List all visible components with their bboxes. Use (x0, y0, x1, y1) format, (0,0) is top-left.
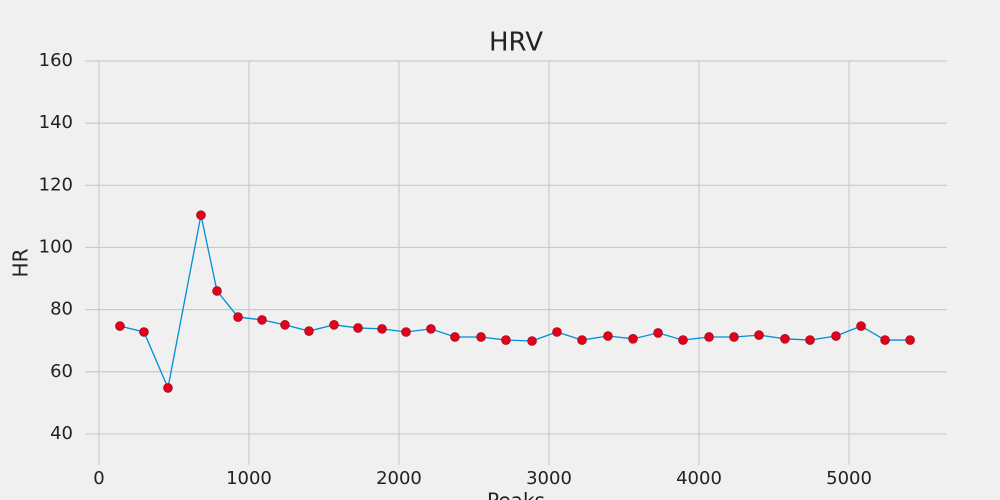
x-tick-label: 2000 (376, 468, 422, 489)
y-tick-label: 40 (50, 423, 73, 444)
data-point (729, 332, 739, 342)
x-axis-label: Peaks (487, 489, 545, 500)
y-tick-label: 80 (50, 299, 73, 320)
data-point (856, 321, 866, 331)
y-tick-label: 160 (39, 50, 73, 71)
x-tick-label: 0 (93, 468, 104, 489)
data-point (401, 327, 411, 337)
data-point (304, 326, 314, 336)
data-point (527, 336, 537, 346)
data-point (880, 335, 890, 345)
y-tick-label: 100 (39, 236, 73, 257)
data-point (628, 334, 638, 344)
data-point (831, 331, 841, 341)
data-point (678, 335, 688, 345)
data-point (196, 210, 206, 220)
data-point (426, 324, 436, 334)
y-tick-label: 120 (39, 174, 73, 195)
y-axis-label: HR (9, 248, 33, 277)
data-point (780, 334, 790, 344)
data-point (552, 327, 562, 337)
data-point (212, 286, 222, 296)
data-point (450, 332, 460, 342)
x-tick-label: 1000 (226, 468, 272, 489)
x-tick-label: 5000 (826, 468, 872, 489)
data-point (139, 327, 149, 337)
data-point (577, 335, 587, 345)
y-tick-label: 60 (50, 361, 73, 382)
data-point (377, 324, 387, 334)
data-point (233, 312, 243, 322)
data-point (329, 320, 339, 330)
data-point (603, 331, 613, 341)
data-point (501, 335, 511, 345)
data-point (476, 332, 486, 342)
x-tick-label: 4000 (676, 468, 722, 489)
chart-title: HRV (489, 28, 543, 58)
data-point (905, 335, 915, 345)
data-point (653, 328, 663, 338)
data-point (163, 383, 173, 393)
data-point (115, 321, 125, 331)
data-point (805, 335, 815, 345)
data-point (754, 330, 764, 340)
data-point (280, 320, 290, 330)
data-point (257, 315, 267, 325)
y-tick-label: 140 (39, 112, 73, 133)
x-tick-label: 3000 (526, 468, 572, 489)
data-point (704, 332, 714, 342)
data-point (353, 323, 363, 333)
